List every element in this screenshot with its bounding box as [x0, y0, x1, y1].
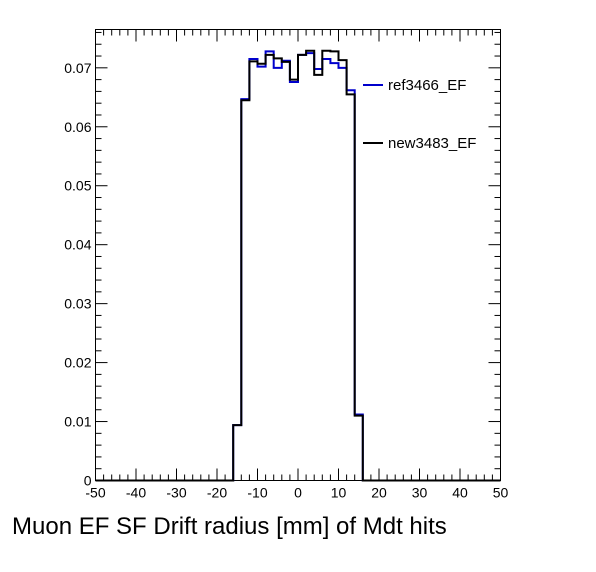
y-tick-label: 0.04: [64, 237, 91, 253]
y-tick-label: 0.07: [64, 60, 91, 76]
tick-labels: -50 -40 -30 -20 -10 0 10 20 30 40 50 0 0.01 0.02 0.03 0…: [64, 60, 508, 501]
y-tick-label: 0.01: [64, 414, 91, 430]
y-tick-label: 0: [84, 473, 92, 489]
legend-label-new: new3483_EF: [388, 135, 476, 152]
series-line-1: [95, 49, 501, 482]
series-layer: [95, 49, 501, 482]
x-tick-label: 10: [331, 485, 347, 501]
y-tick-label: 0.05: [64, 178, 91, 194]
x-axis-title: Muon EF SF Drift radius [mm] of Mdt hits: [12, 513, 447, 540]
x-tick-label: 40: [452, 485, 468, 501]
x-tick-label: -40: [126, 485, 146, 501]
legend: ref3466_EF new3483_EF: [363, 77, 476, 152]
plot-frame: [95, 29, 501, 481]
x-tick-label: 0: [294, 485, 302, 501]
x-tick-label: 50: [493, 485, 509, 501]
y-tick-label: 0.03: [64, 296, 91, 312]
x-tick-label: 20: [371, 485, 387, 501]
legend-label-ref: ref3466_EF: [388, 77, 466, 94]
x-tick-label: -50: [85, 485, 105, 501]
x-tick-label: -10: [247, 485, 267, 501]
y-tick-label: 0.06: [64, 119, 91, 135]
y-tick-label: 0.02: [64, 355, 91, 371]
x-tick-label: -30: [166, 485, 186, 501]
x-tick-label: -20: [207, 485, 227, 501]
x-tick-label: 30: [412, 485, 428, 501]
